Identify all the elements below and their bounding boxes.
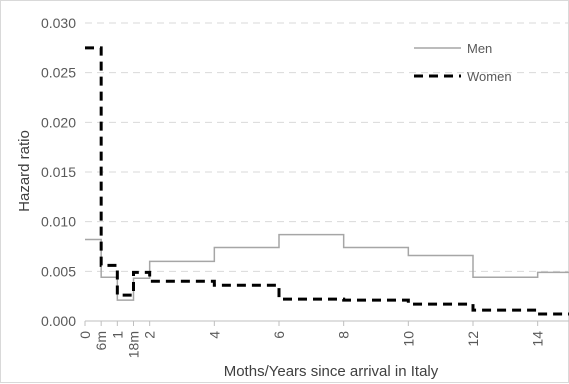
x-tick-label: 14 xyxy=(530,331,546,347)
x-tick-label: 4 xyxy=(206,331,222,339)
x-tick-label: 2 xyxy=(142,331,158,339)
y-tick-label: 0.010 xyxy=(41,214,76,230)
y-tick-label: 0.015 xyxy=(41,164,76,180)
x-tick-label: 6m xyxy=(93,331,109,350)
series-lines xyxy=(85,46,569,316)
y-tick-label: 0.020 xyxy=(41,114,76,130)
gridlines xyxy=(85,22,569,272)
y-tick-label: 0.000 xyxy=(41,313,76,329)
y-axis-ticks: 0.000 0.005 0.010 0.015 0.020 0.025 0.030 xyxy=(41,15,76,329)
x-axis-title: Moths/Years since arrival in Italy xyxy=(224,363,439,380)
series-line-men xyxy=(85,233,569,301)
x-tick-label: 6 xyxy=(271,331,287,339)
legend: Men Women xyxy=(414,41,512,84)
y-tick-label: 0.030 xyxy=(41,15,76,31)
x-tick-label: 1 xyxy=(109,331,125,339)
x-axis-ticks: 0 6m 1 18m 2 4 6 8 10 12 14 xyxy=(77,321,546,358)
series-line-women xyxy=(85,46,569,316)
y-axis-title: Hazard ratio xyxy=(16,130,33,212)
x-tick-label: 12 xyxy=(465,331,481,347)
x-tick-label: 10 xyxy=(400,331,416,347)
y-tick-label: 0.005 xyxy=(41,263,76,279)
x-tick-label: 18m xyxy=(126,331,142,358)
legend-label: Women xyxy=(467,69,512,84)
x-tick-label: 8 xyxy=(336,331,352,339)
x-tick-label: 0 xyxy=(77,331,93,339)
y-tick-label: 0.025 xyxy=(41,65,76,81)
legend-label: Men xyxy=(467,41,492,56)
